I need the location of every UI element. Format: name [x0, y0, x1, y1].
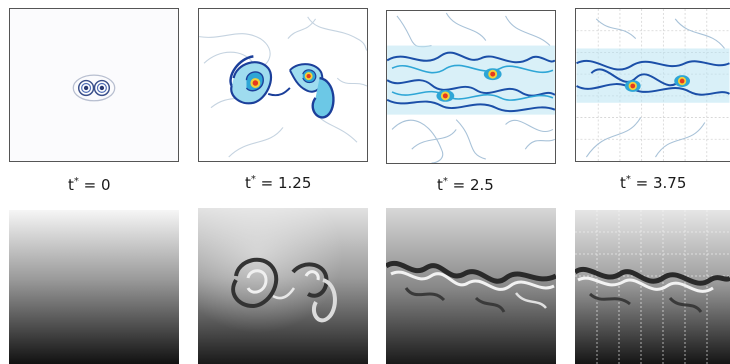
- vortex-left: [229, 55, 291, 105]
- vortex-right: [93, 79, 111, 97]
- time-label-t2-5: t* = 2.5: [437, 176, 494, 194]
- label-superscript: *: [250, 174, 256, 185]
- label-value: = 3.75: [630, 174, 687, 192]
- vortex-core-upper: [483, 68, 502, 81]
- density-panel-t0: [9, 210, 179, 364]
- vortex-core-lower: [436, 89, 455, 102]
- turbulent-contours: [576, 60, 730, 96]
- vorticity-plot-t3-75: [576, 9, 730, 161]
- background-contours: [391, 12, 555, 163]
- density-vortices: [231, 257, 337, 323]
- label-value: = 1.25: [255, 174, 312, 192]
- density-plot-t3-75: [575, 210, 730, 364]
- label-superscript: *: [625, 174, 631, 185]
- label-variable: t: [620, 174, 626, 192]
- background-contours: [585, 18, 725, 158]
- label-variable: t: [437, 176, 443, 194]
- turbulent-contours: [387, 51, 555, 113]
- label-variable: t: [68, 176, 74, 194]
- time-label-t0: t* = 0: [68, 176, 111, 194]
- vortex-core-right: [674, 75, 691, 87]
- label-superscript: *: [73, 176, 79, 187]
- turbulent-contours-light: [391, 64, 554, 101]
- vortex-core-left: [624, 80, 641, 92]
- vorticity-panel-t2-5: [386, 10, 556, 164]
- vorticity-panel-t1-25: [198, 8, 368, 162]
- vortex-left: [77, 79, 95, 97]
- vorticity-plot-t1-25: [199, 9, 367, 161]
- vorticity-plot-t2-5: [387, 11, 555, 163]
- density-plot-t1-25: [198, 208, 368, 364]
- label-superscript: *: [442, 176, 448, 187]
- density-structures: [575, 266, 730, 313]
- vorticity-plot-t0: [10, 9, 178, 161]
- vorticity-panel-t0: [9, 8, 179, 162]
- vorticity-panel-t3-75: [575, 8, 730, 162]
- outer-contour: [72, 74, 116, 102]
- density-panel-t2-5: [386, 208, 556, 364]
- time-label-t1-25: t* = 1.25: [245, 174, 311, 192]
- label-variable: t: [245, 174, 251, 192]
- vortex-right: [289, 63, 335, 119]
- density-panel-t1-25: [198, 208, 368, 364]
- density-plot-t2-5: [386, 208, 556, 364]
- time-label-t3-75: t* = 3.75: [620, 174, 686, 192]
- density-panel-t3-75: [575, 210, 730, 364]
- label-value: = 2.5: [447, 176, 494, 194]
- density-structures: [386, 261, 556, 313]
- label-value: = 0: [78, 176, 111, 194]
